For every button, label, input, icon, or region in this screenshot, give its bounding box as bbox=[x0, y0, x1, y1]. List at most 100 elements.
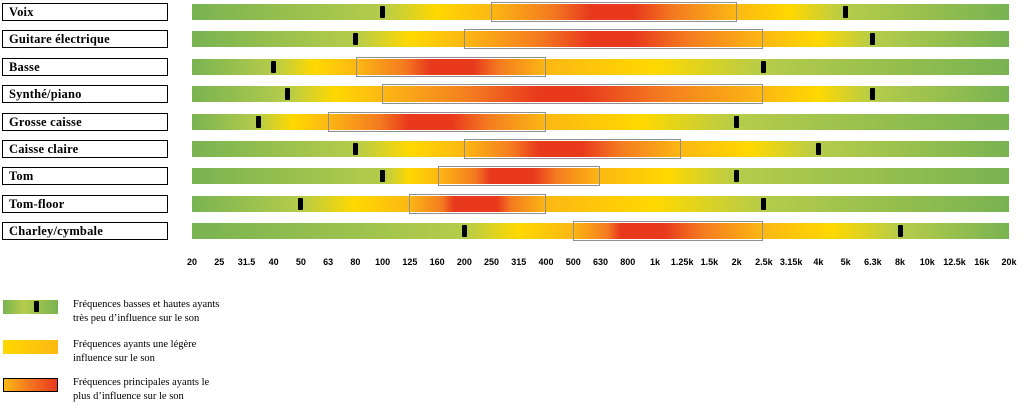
high-cutoff-marker bbox=[760, 60, 766, 73]
frequency-gradient bbox=[192, 195, 1009, 212]
instrument-label: Voix bbox=[2, 3, 168, 21]
main-influence-outline bbox=[408, 193, 547, 214]
axis-tick-label: 10k bbox=[919, 257, 935, 267]
legend-line: Fréquences basses et hautes ayants bbox=[73, 299, 220, 310]
legend-line: plus d’influence sur le son bbox=[73, 390, 184, 402]
axis-tick-label: 50 bbox=[295, 257, 306, 267]
low-cutoff-marker bbox=[255, 115, 261, 128]
frequency-bar bbox=[192, 84, 1009, 105]
axis-tick-label: 8k bbox=[895, 257, 906, 267]
legend: Fréquences basses et hautes ayants très … bbox=[3, 298, 433, 402]
high-cutoff-marker bbox=[816, 143, 822, 155]
axis-tick-label: 25 bbox=[214, 257, 225, 267]
frequency-gradient bbox=[192, 113, 1009, 130]
legend-line: Fréquences principales ayants le bbox=[73, 377, 210, 388]
axis-tick-label: 3.15k bbox=[779, 257, 803, 267]
instrument-row: Tom-floor bbox=[0, 193, 1024, 214]
frequency-bar bbox=[192, 166, 1009, 187]
frequency-bar bbox=[192, 29, 1009, 50]
axis-tick-label: 20k bbox=[1001, 257, 1017, 267]
legend-swatch-slight-influence bbox=[3, 340, 58, 354]
axis-tick-label: 630 bbox=[592, 257, 609, 267]
main-influence-outline bbox=[327, 111, 547, 132]
low-cutoff-marker bbox=[379, 170, 385, 183]
legend-text: Fréquences basses et hautes ayants très … bbox=[73, 298, 219, 325]
instrument-label: Guitare électrique bbox=[2, 30, 168, 49]
high-cutoff-marker bbox=[869, 33, 875, 46]
legend-line: très peu d’influence sur le son bbox=[73, 312, 200, 324]
high-cutoff-marker bbox=[898, 225, 904, 238]
high-cutoff-marker bbox=[734, 170, 740, 183]
frequency-axis: 20 25 31.5 40 50 63 80 100 125 160 200 250 315 400 500… bbox=[187, 257, 1017, 269]
axis-tick-label: 4k bbox=[813, 257, 824, 267]
low-cutoff-marker bbox=[285, 88, 291, 101]
frequency-bar bbox=[192, 193, 1009, 214]
low-cutoff-marker bbox=[353, 33, 359, 46]
legend-text: Fréquences principales ayants le plus d’… bbox=[73, 376, 209, 403]
frequency-bar bbox=[192, 2, 1009, 22]
instrument-label: Tom bbox=[2, 167, 168, 186]
frequency-bar bbox=[192, 139, 1009, 159]
axis-tick-label: 2k bbox=[731, 257, 742, 267]
instrument-row: Voix bbox=[0, 2, 1024, 22]
axis-tick-label: 16k bbox=[974, 257, 990, 267]
axis-tick-label: 200 bbox=[456, 257, 472, 267]
axis-tick-label: 31.5 bbox=[237, 257, 256, 267]
high-cutoff-marker bbox=[734, 115, 740, 128]
low-cutoff-marker bbox=[297, 197, 303, 210]
main-influence-outline bbox=[437, 166, 600, 187]
axis-tick-label: 5k bbox=[840, 257, 851, 267]
instrument-label: Tom-floor bbox=[2, 194, 168, 213]
frequency-gradient bbox=[192, 31, 1009, 48]
main-influence-outline bbox=[464, 29, 763, 50]
axis-tick-label: 6.3k bbox=[864, 257, 882, 267]
low-cutoff-marker bbox=[353, 143, 359, 155]
axis-tick-label: 12.5k bbox=[943, 257, 966, 267]
axis-tick-label: 250 bbox=[484, 257, 500, 267]
instrument-row: Basse bbox=[0, 56, 1024, 77]
high-cutoff-marker bbox=[842, 6, 848, 18]
axis-tick-label: 100 bbox=[375, 257, 391, 267]
instrument-row: Caisse claire bbox=[0, 139, 1024, 159]
instrument-row: Synthé/piano bbox=[0, 84, 1024, 105]
legend-line: Fréquences ayants une légère bbox=[73, 339, 197, 350]
legend-item-low-high: Fréquences basses et hautes ayants très … bbox=[3, 298, 433, 328]
instrument-row: Charley/cymbale bbox=[0, 221, 1024, 242]
instrument-label: Synthé/piano bbox=[2, 85, 168, 104]
frequency-gradient bbox=[192, 223, 1009, 240]
main-influence-outline bbox=[490, 2, 737, 22]
axis-tick-label: 500 bbox=[565, 257, 581, 267]
legend-text: Fréquences ayants une légère influence s… bbox=[73, 338, 196, 365]
legend-line: influence sur le son bbox=[73, 352, 155, 364]
instrument-row: Guitare électrique bbox=[0, 29, 1024, 50]
high-cutoff-marker bbox=[869, 88, 875, 101]
axis-tick-label: 80 bbox=[350, 257, 361, 267]
main-influence-outline bbox=[572, 221, 764, 242]
frequency-bar bbox=[192, 56, 1009, 77]
instrument-row: Tom bbox=[0, 166, 1024, 187]
axis-tick-label: 1.25k bbox=[670, 257, 694, 267]
frequency-gradient bbox=[192, 86, 1009, 103]
instrument-label: Charley/cymbale bbox=[2, 222, 168, 241]
legend-item-main-influence: Fréquences principales ayants le plus d’… bbox=[3, 376, 433, 406]
high-cutoff-marker bbox=[760, 197, 766, 210]
main-influence-outline bbox=[382, 84, 764, 105]
axis-tick-label: 40 bbox=[268, 257, 279, 267]
frequency-gradient bbox=[192, 4, 1009, 20]
axis-tick-label: 63 bbox=[323, 257, 334, 267]
instrument-row: Grosse caisse bbox=[0, 111, 1024, 132]
axis-tick-label: 400 bbox=[538, 257, 554, 267]
axis-tick-label: 800 bbox=[620, 257, 636, 267]
axis-tick-label: 1.5k bbox=[700, 257, 719, 267]
frequency-gradient bbox=[192, 141, 1009, 157]
instrument-label: Grosse caisse bbox=[2, 112, 168, 131]
axis-tick-label: 2.5k bbox=[755, 257, 773, 267]
axis-tick-label: 160 bbox=[429, 257, 445, 267]
axis-tick-label: 125 bbox=[402, 257, 418, 267]
low-cutoff-marker bbox=[379, 6, 385, 18]
instrument-label: Caisse claire bbox=[2, 140, 168, 158]
low-cutoff-marker bbox=[271, 60, 277, 73]
instrument-label: Basse bbox=[2, 57, 168, 76]
axis-tick-label: 20 bbox=[186, 257, 198, 267]
